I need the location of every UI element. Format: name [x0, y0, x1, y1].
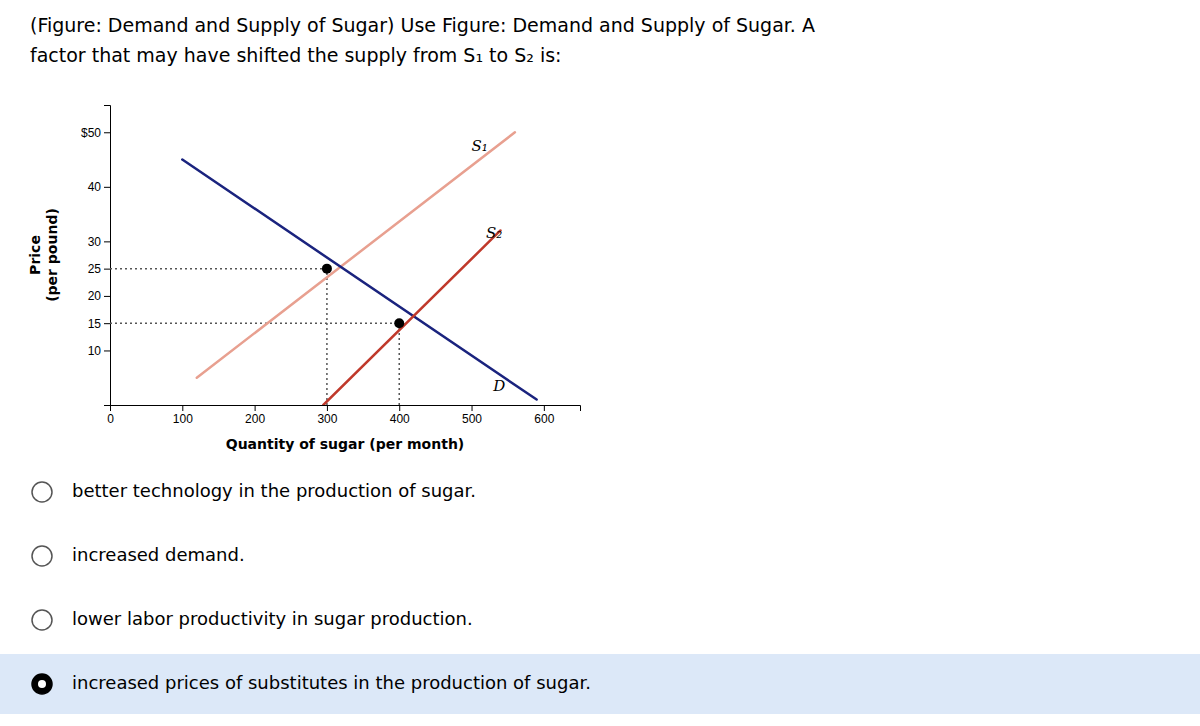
tick-mark: [399, 405, 400, 411]
option-text: increased demand.: [72, 544, 245, 565]
tick: 200: [245, 405, 265, 426]
option-text: increased prices of substitutes in the p…: [72, 672, 591, 693]
tick: 600: [534, 405, 554, 426]
tick-mark: [472, 405, 473, 411]
tick: 20: [88, 289, 110, 303]
tick-mark: [255, 405, 256, 411]
tick: 500: [462, 405, 482, 426]
tick-mark: [104, 269, 110, 270]
option: lower labor productivity in sugar produc…: [32, 608, 473, 630]
tick: 0: [107, 405, 114, 426]
tick-label: 500: [462, 412, 482, 426]
tick: 300: [317, 405, 337, 426]
radio: [32, 482, 52, 502]
option-highlight: [0, 654, 1200, 714]
guide-line: [398, 323, 400, 405]
tick-mark: [104, 350, 110, 351]
option: better technology in the production of s…: [32, 480, 476, 502]
guide-line: [326, 269, 328, 405]
tick-label: 200: [245, 412, 265, 426]
x-axis-title: Quantity of sugar (per month): [226, 436, 465, 452]
chart: (Figure: Demand and Supply of Sugar) Use…: [0, 0, 1200, 726]
option: increased prices of substitutes in the p…: [0, 654, 1200, 714]
tick-mark: [104, 296, 110, 297]
option-text: better technology in the production of s…: [72, 480, 476, 501]
axis-line: [104, 106, 111, 406]
tick: 400: [390, 405, 410, 426]
lines: [182, 132, 536, 405]
curve-label: S₂: [486, 224, 502, 242]
guide-line: [110, 268, 327, 270]
tick: $50: [81, 126, 110, 140]
tick-mark: [327, 405, 328, 411]
tick-label: 100: [173, 412, 193, 426]
tick: 30: [88, 235, 110, 249]
tick-label: 0: [107, 412, 114, 426]
tick-mark: [104, 132, 110, 133]
tick-label: 25: [88, 262, 102, 276]
tick-mark: [104, 187, 110, 188]
tick-label: 600: [534, 412, 554, 426]
radio-dot: [38, 680, 46, 688]
curve: [182, 160, 536, 400]
tick-mark: [104, 241, 110, 242]
curve: [197, 132, 515, 377]
tick-label: 20: [88, 289, 102, 303]
guide-line: [110, 322, 399, 324]
y-axis-title: Price(per pound): [27, 208, 60, 302]
radio: [32, 610, 52, 630]
tick-label: $50: [81, 126, 101, 140]
x-axis: 0 100 200 300 400 500 600: [107, 405, 580, 426]
tick-label: 400: [390, 412, 410, 426]
tick: 25: [88, 262, 110, 276]
axis-line: [111, 406, 581, 412]
curve-label: D: [492, 377, 505, 395]
point: [394, 318, 404, 328]
tick: 10: [88, 344, 110, 358]
tick-label: 40: [88, 180, 102, 194]
annotations: D S₁ S₂: [472, 137, 506, 395]
option-text: lower labor productivity in sugar produc…: [72, 608, 473, 629]
tick: 15: [88, 317, 110, 331]
tick-mark: [104, 323, 110, 324]
points: [322, 264, 404, 329]
tick-label: 300: [317, 412, 337, 426]
tick-label: 10: [88, 344, 102, 358]
curve: [323, 230, 500, 405]
tick-label: 15: [88, 317, 102, 331]
tick-mark: [182, 405, 183, 411]
option: increased demand.: [32, 544, 245, 566]
radio: [32, 674, 52, 694]
tick: 40: [88, 180, 110, 194]
guides: [110, 269, 399, 405]
tick: 100: [173, 405, 193, 426]
title: (Figure: Demand and Supply of Sugar) Use…: [30, 14, 815, 66]
curve-label: S₁: [472, 137, 488, 155]
radio: [32, 546, 52, 566]
y-axis: 10 15 20 25 30 40 $50: [81, 106, 111, 406]
point: [322, 264, 332, 274]
tick-mark: [544, 405, 545, 411]
plot-area: [110, 132, 537, 405]
options: better technology in the production of s…: [0, 480, 1200, 714]
tick-label: 30: [88, 235, 102, 249]
